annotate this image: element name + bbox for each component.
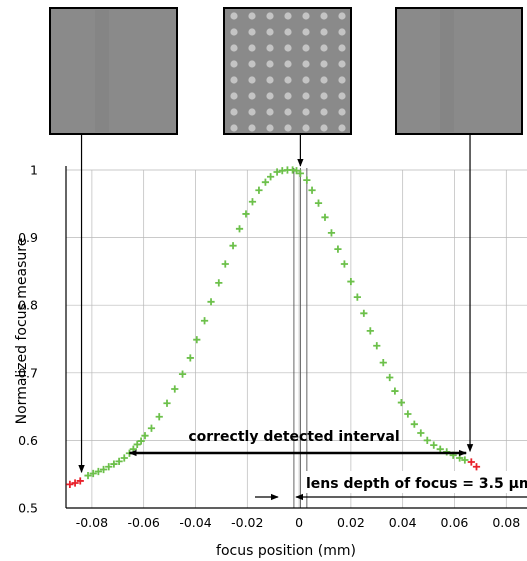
data-point bbox=[193, 336, 201, 344]
data-point bbox=[147, 424, 156, 432]
interval-label: correctly detected interval bbox=[188, 429, 399, 445]
x-tick-label: 0.04 bbox=[389, 515, 417, 530]
data-point bbox=[314, 199, 323, 207]
x-tick-label: -0.08 bbox=[76, 515, 108, 530]
data-point bbox=[84, 471, 92, 480]
y-tick-label: 0.7 bbox=[18, 365, 38, 380]
data-point bbox=[303, 176, 311, 184]
data-point bbox=[89, 469, 97, 478]
depth-label: lens depth of focus = 3.5 µm bbox=[306, 476, 527, 492]
data-point bbox=[472, 463, 481, 471]
thumbnail-blurred-left bbox=[49, 7, 178, 135]
data-point bbox=[155, 413, 163, 421]
data-point bbox=[327, 229, 336, 237]
data-point bbox=[248, 198, 257, 206]
thumbnail-pointers bbox=[78, 134, 474, 474]
data-point bbox=[71, 479, 79, 487]
data-point bbox=[163, 399, 171, 407]
x-tick-label: 0.06 bbox=[441, 515, 469, 530]
data-point bbox=[340, 260, 349, 268]
data-point bbox=[242, 210, 250, 218]
data-point bbox=[334, 245, 342, 253]
data-point bbox=[120, 454, 128, 462]
data-point bbox=[94, 467, 102, 476]
data-point bbox=[186, 354, 194, 362]
data-point bbox=[255, 186, 263, 194]
data-point bbox=[235, 225, 244, 233]
data-point bbox=[141, 432, 149, 440]
data-point bbox=[261, 178, 270, 186]
data-point bbox=[171, 385, 179, 393]
data-point bbox=[410, 420, 418, 428]
thumbnail-in-focus bbox=[223, 7, 352, 135]
data-point bbox=[229, 242, 237, 250]
y-tick-label: 0.8 bbox=[18, 298, 38, 313]
data-point bbox=[129, 445, 137, 453]
x-axis-label: focus position (mm) bbox=[216, 543, 356, 559]
x-tick-label: -0.04 bbox=[179, 515, 211, 530]
data-point bbox=[461, 456, 469, 464]
y-tick-label: 1 bbox=[30, 163, 38, 178]
y-tick-label: 0.6 bbox=[18, 433, 38, 448]
data-point bbox=[296, 169, 304, 177]
tick-labels: -0.08 -0.06 -0.04 -0.02 0 0.02 0.04 0.06 0.08 0.5… bbox=[18, 163, 520, 531]
data-point bbox=[200, 317, 209, 325]
data-point bbox=[105, 463, 113, 471]
data-point bbox=[66, 480, 74, 488]
data-point bbox=[292, 167, 301, 175]
data-point bbox=[386, 373, 394, 382]
data-point bbox=[137, 437, 145, 445]
x-tick-label: 0.02 bbox=[337, 515, 365, 530]
data-point bbox=[321, 213, 329, 221]
data-point bbox=[115, 457, 123, 465]
data-point bbox=[347, 277, 355, 286]
depth-label-background bbox=[302, 471, 527, 493]
data-point bbox=[215, 279, 223, 287]
data-point bbox=[430, 441, 438, 449]
x-tick-label: -0.06 bbox=[128, 515, 160, 530]
data-point bbox=[99, 465, 108, 474]
data-point bbox=[391, 387, 399, 395]
axes bbox=[65, 166, 527, 509]
x-tick-label: 0 bbox=[295, 515, 303, 530]
data-point bbox=[273, 168, 281, 176]
y-axis-label: Normalized focus measure bbox=[14, 238, 30, 425]
data-point bbox=[404, 410, 412, 418]
data-point bbox=[423, 436, 431, 444]
data-point bbox=[110, 460, 118, 468]
data-point bbox=[207, 298, 215, 306]
data-point bbox=[178, 370, 187, 378]
data-point bbox=[379, 359, 387, 367]
data-point bbox=[133, 440, 141, 449]
focus-lines bbox=[293, 168, 308, 508]
thumbnail-blurred-right bbox=[395, 7, 523, 135]
data-point bbox=[353, 293, 361, 301]
data-point bbox=[360, 309, 368, 317]
data-point bbox=[366, 327, 374, 335]
x-tick-label: 0.08 bbox=[492, 515, 520, 530]
x-tick-label: -0.02 bbox=[231, 515, 263, 530]
data-point bbox=[267, 173, 275, 181]
data-points bbox=[66, 166, 481, 488]
data-point bbox=[76, 477, 84, 485]
data-point bbox=[308, 186, 316, 194]
data-point bbox=[397, 398, 405, 407]
data-point bbox=[221, 260, 229, 268]
data-point bbox=[373, 342, 381, 350]
data-point bbox=[417, 429, 425, 437]
y-tick-label: 0.5 bbox=[18, 501, 38, 516]
data-point bbox=[436, 445, 444, 453]
data-point bbox=[467, 458, 475, 466]
y-tick-label: 0.9 bbox=[18, 230, 38, 245]
